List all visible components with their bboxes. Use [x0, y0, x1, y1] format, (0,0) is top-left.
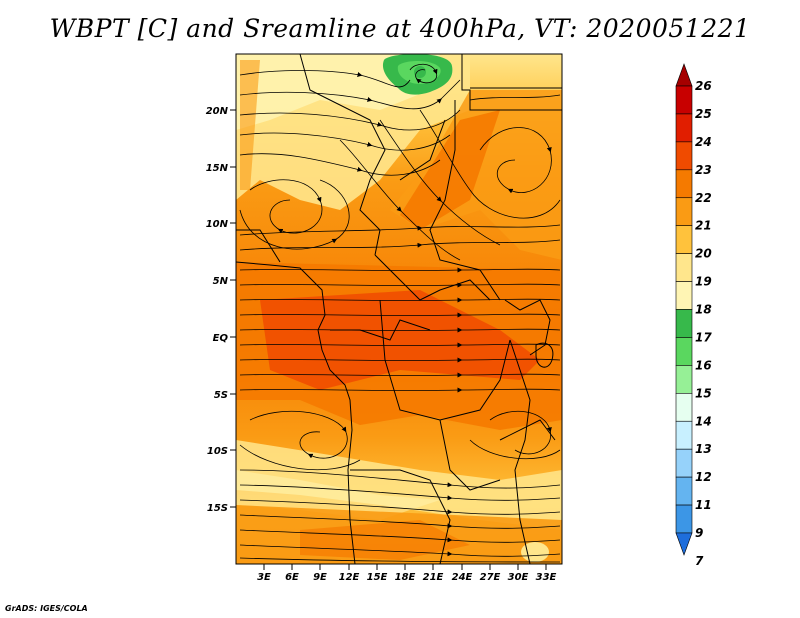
colorbar-swatch	[675, 113, 693, 143]
colorbar-label: 20	[695, 247, 712, 261]
map-frame	[235, 53, 563, 565]
colorbar-label: 11	[695, 498, 712, 512]
colorbar-swatch	[675, 448, 693, 478]
colorbar-label: 12	[695, 470, 712, 484]
lon-label: 33E	[536, 572, 557, 583]
lat-label: 5N	[213, 276, 229, 287]
colorbar-label: 25	[695, 107, 712, 121]
colorbar-label: 17	[695, 330, 712, 344]
lat-label: 15N	[206, 163, 229, 174]
lat-label: 10N	[206, 219, 229, 230]
wbpt-field	[236, 54, 562, 564]
colorbar-swatch	[675, 141, 693, 171]
colorbar-label: 18	[695, 303, 712, 317]
colorbar-label: 22	[695, 191, 712, 205]
axis-ticks	[230, 109, 547, 570]
colorbar-swatch	[675, 169, 693, 199]
longitude-labels: 3E 6E 9E 12E 15E 18E 21E 24E 27E 30E 33E	[257, 572, 556, 583]
colorbar-label: 23	[695, 163, 712, 177]
lon-label: 18E	[395, 572, 416, 583]
lon-label: 9E	[313, 572, 327, 583]
lon-label: 21E	[423, 572, 444, 583]
lon-label: 24E	[452, 572, 473, 583]
colorbar-top-arrow	[675, 63, 693, 87]
colorbar-swatch	[675, 253, 693, 282]
streamlines	[239, 63, 561, 563]
colorbar-label: 24	[695, 135, 712, 149]
lon-label: 12E	[339, 572, 360, 583]
colorbar-swatch	[675, 281, 693, 310]
colorbar-swatch	[675, 309, 693, 338]
colorbar-swatch	[675, 337, 693, 366]
colorbar-swatch	[675, 420, 693, 450]
latitude-labels: 20N 15N 10N 5N EQ 5S 10S 15S	[206, 106, 229, 514]
colorbar-swatch	[675, 504, 693, 534]
lon-label: 15E	[367, 572, 388, 583]
colorbar-label: 21	[695, 219, 712, 233]
lon-label: 27E	[480, 572, 501, 583]
colorbar-label: 14	[695, 414, 712, 428]
lon-label: 30E	[508, 572, 529, 583]
colorbar-bottom-arrow	[675, 532, 693, 556]
lat-label: 10S	[207, 446, 228, 457]
lat-label: EQ	[213, 333, 229, 344]
lon-label: 3E	[257, 572, 271, 583]
lat-label: 20N	[206, 106, 229, 117]
colorbar-label: 19	[695, 275, 712, 289]
colorbar: 26 25 24 23 22 21 20 19 18 17 16 15 14 13 12 11 9 7	[675, 63, 712, 568]
colorbar-swatch	[675, 393, 693, 422]
colorbar-swatch	[675, 476, 693, 506]
colorbar-swatch	[675, 225, 693, 254]
lon-label: 6E	[285, 572, 299, 583]
colorbar-swatch	[675, 197, 693, 226]
colorbar-label: 16	[695, 358, 712, 372]
lat-label: 15S	[207, 503, 228, 514]
colorbar-label: 13	[695, 442, 712, 456]
colorbar-label: 15	[695, 386, 712, 400]
colorbar-label: 7	[695, 554, 704, 568]
colorbar-label: 26	[695, 79, 712, 93]
map-title: WBPT [C] and Sreamline at 400hPa, VT: 20…	[49, 14, 751, 43]
footer-credit: GrADS: IGES/COLA	[5, 604, 88, 613]
colorbar-swatch	[675, 85, 693, 115]
lat-label: 5S	[214, 390, 228, 401]
colorbar-label: 9	[695, 526, 703, 540]
colorbar-swatch	[675, 365, 693, 394]
